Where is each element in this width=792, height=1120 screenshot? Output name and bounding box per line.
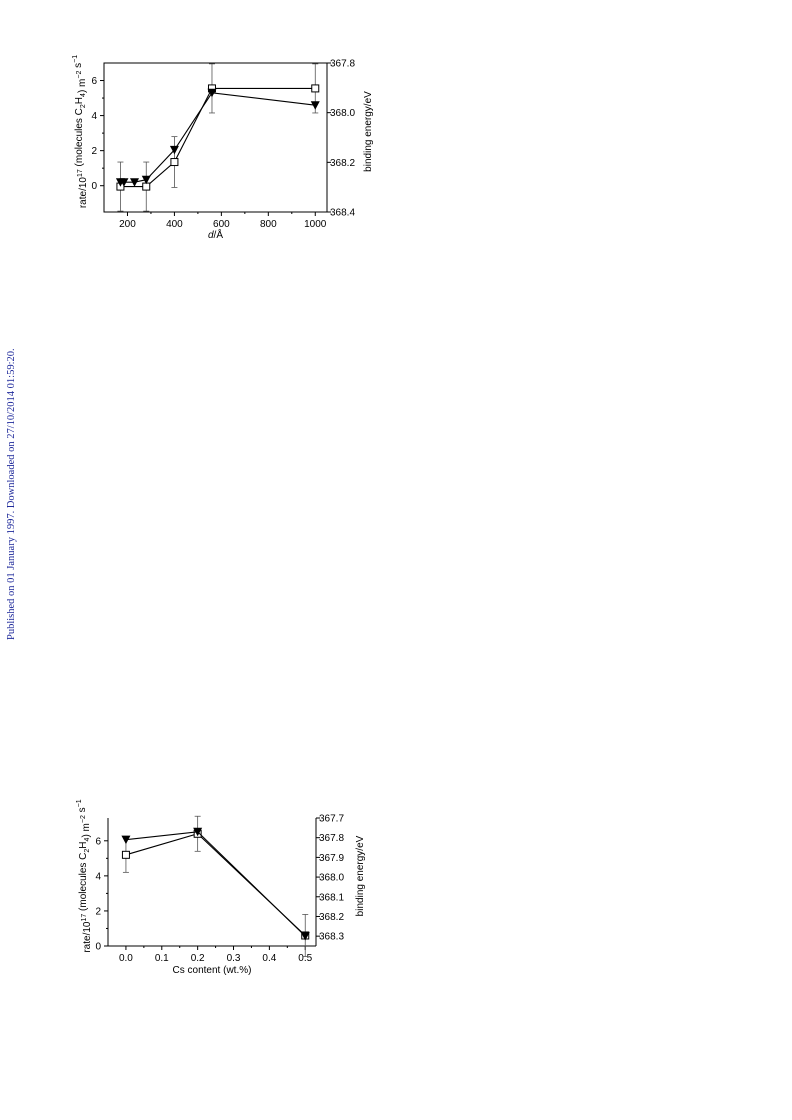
y-right-tick-label: 367.7: [319, 814, 344, 825]
x-tick-label: 0.0: [119, 953, 133, 964]
series-line-2: [120, 92, 316, 183]
y-right-tick-label: 368.0: [330, 108, 355, 119]
filled-triangle-point: [193, 827, 203, 837]
y-left-axis-label: rate/1017 (molecules C2H4) m−2 s−1: [72, 55, 89, 208]
filled-triangle-point: [130, 178, 140, 187]
filled-triangle-point: [207, 88, 217, 98]
filled-triangle-point: [121, 835, 131, 845]
x-tick-label: 0.5: [298, 953, 312, 964]
open-square-point: [170, 158, 179, 167]
x-axis-label: d/Å: [208, 228, 223, 241]
open-square-point: [121, 850, 130, 859]
filled-triangle-point: [169, 145, 179, 155]
x-tick-label: 0.4: [262, 953, 276, 964]
y-right-tick-label: 368.0: [319, 873, 344, 884]
y-left-tick-label: 4: [95, 871, 101, 882]
filled-triangle-point: [310, 101, 320, 110]
open-square-point: [311, 84, 320, 93]
x-tick-label: 0.1: [155, 953, 169, 964]
x-axis-label: Cs content (wt.%): [173, 965, 252, 976]
x-tick-label: 800: [260, 219, 277, 230]
y-left-tick-label: 0: [91, 181, 97, 192]
x-tick-label: 0.2: [191, 953, 205, 964]
y-right-tick-label: 368.2: [319, 912, 344, 923]
y-right-tick-label: 367.8: [330, 59, 355, 70]
x-tick-label: 1000: [304, 219, 327, 230]
y-right-tick-label: 367.8: [319, 833, 344, 844]
series-line-1: [120, 87, 316, 188]
y-left-axis-label: rate/1017 (molecules C2H4) m−2 s−1: [76, 799, 93, 952]
filled-triangle-point: [300, 932, 310, 941]
y-left-tick-label: 4: [91, 111, 97, 122]
x-tick-label: 600: [213, 219, 230, 230]
y-left-tick-label: 0: [95, 942, 101, 953]
y-left-tick-label: 6: [91, 76, 97, 87]
y-right-axis-label: binding energy/eV: [363, 91, 374, 172]
y-right-axis-label: binding energy/eV: [355, 835, 366, 916]
x-tick-label: 400: [166, 219, 183, 230]
filled-triangle-point: [119, 178, 129, 187]
y-right-tick-label: 367.9: [319, 853, 344, 864]
y-right-tick-label: 368.1: [319, 892, 344, 903]
y-left-tick-label: 2: [95, 906, 101, 917]
x-tick-label: 200: [119, 219, 136, 230]
y-right-tick-label: 368.3: [319, 932, 344, 943]
chart-1: 200 400 600 800 1000 0 2 4 6 367.8 368.0 368.2 368.4…: [72, 55, 374, 241]
filled-triangle-point: [141, 175, 151, 185]
x-tick-label: 0.3: [227, 953, 241, 964]
plot-frame: [103, 62, 328, 213]
y-right-tick-label: 368.4: [330, 208, 355, 219]
y-left-tick-label: 6: [95, 836, 101, 847]
y-right-tick-label: 368.2: [330, 158, 355, 169]
y-left-tick-label: 2: [91, 146, 97, 157]
chart-2: 0.0 0.1 0.2 0.3 0.4 0.5 0 2 4 6 367.7 367.8 367.9 368…: [76, 799, 366, 976]
